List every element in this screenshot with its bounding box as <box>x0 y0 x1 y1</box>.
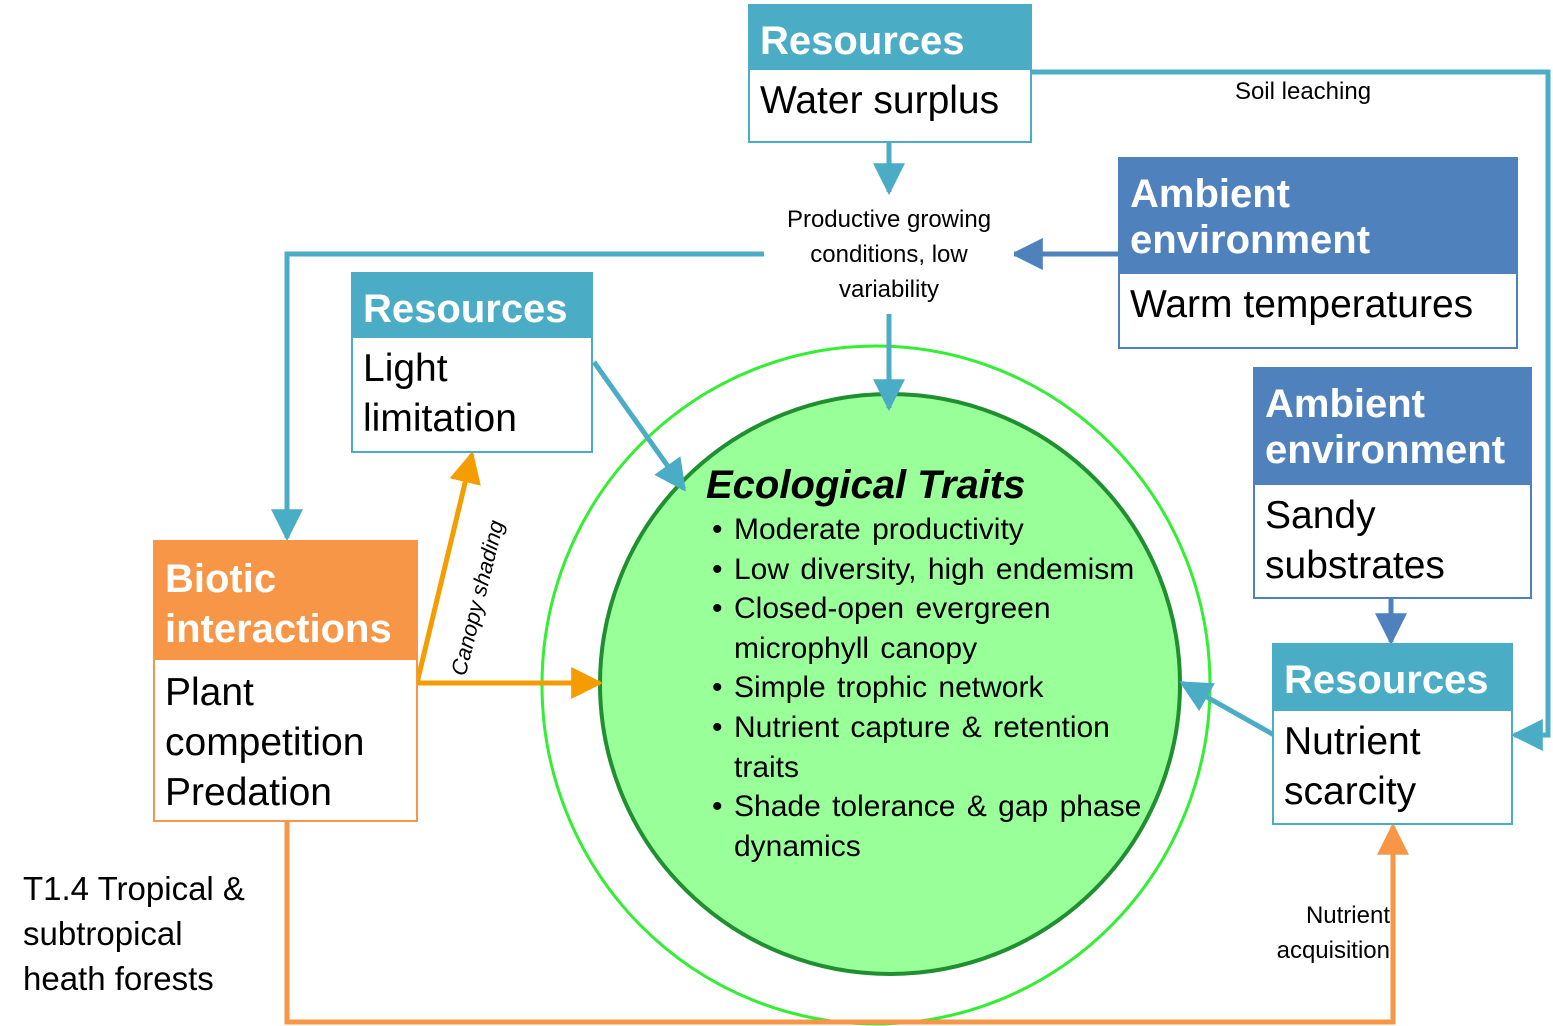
bullet-icon: • <box>712 552 723 586</box>
ecological-traits: Ecological Traits • Moderate productivity… <box>706 462 1146 866</box>
ambient-sandy-body-line1: Sandy <box>1265 494 1376 537</box>
biotic-body-line1: Plant <box>165 671 254 714</box>
bullet-icon: • <box>712 710 723 744</box>
resources-nutrient-body: Nutrient scarcity <box>1274 711 1511 823</box>
resources-light-body-line2: limitation <box>363 397 517 440</box>
resources-nutrient-header: Resources <box>1274 645 1511 711</box>
resources-water-header: Resources <box>750 6 1030 70</box>
productive-conditions-line1: Productive growing <box>786 206 992 233</box>
arrow-productive-to-biotic <box>271 251 768 542</box>
arrow-canopy-shading <box>414 450 481 684</box>
traits-list: • Moderate productivity • Low diversity, h… <box>706 510 1146 866</box>
trait-item: • Moderate productivity <box>706 510 1146 550</box>
resources-nutrient-body-line1: Nutrient <box>1284 720 1421 763</box>
bullet-icon: • <box>712 513 723 546</box>
bullet-icon: • <box>712 790 723 824</box>
arrow-nutrient-to-traits <box>1179 680 1276 738</box>
arrow-nutrient-acquisition <box>284 822 1409 1025</box>
resources-light-body: Light limitation <box>353 338 591 450</box>
biotic-body-line3: Predation <box>165 771 332 814</box>
resources-light-header: Resources <box>353 274 591 338</box>
ambient-warm-header-line1: Ambient <box>1130 172 1290 216</box>
trait-item: • Closed-open evergreen microphyll canopy <box>706 589 1146 668</box>
arrow-soil-leaching <box>1031 69 1551 751</box>
biotic-box: Biotic interactions Plant competition Pr… <box>153 540 418 822</box>
biotic-header-line2: interactions <box>165 607 392 651</box>
ambient-sandy-box: Ambient environment Sandy substrates <box>1253 367 1532 599</box>
ambient-sandy-header: Ambient environment <box>1255 369 1530 485</box>
nutrient-acquisition-label: Nutrient acquisition <box>1240 898 1390 968</box>
ambient-warm-header: Ambient environment <box>1120 159 1516 274</box>
productive-conditions-line2: conditions, low <box>810 241 968 268</box>
ambient-sandy-header-line1: Ambient <box>1265 382 1425 426</box>
biotic-header-line1: Biotic <box>165 557 277 601</box>
biotic-body: Plant competition Predation <box>155 660 416 824</box>
diagram-caption: T1.4 Tropical & subtropical heath forest… <box>23 866 245 1001</box>
traits-title: Ecological Traits <box>706 463 1026 507</box>
arrow-light-to-traits <box>591 360 687 492</box>
nutrient-acquisition-line1: Nutrient <box>1305 902 1390 929</box>
ambient-sandy-body: Sandy substrates <box>1255 485 1530 597</box>
soil-leaching-label: Soil leaching <box>1234 78 1372 105</box>
resources-nutrient-box: Resources Nutrient scarcity <box>1272 643 1513 825</box>
resources-nutrient-body-line2: scarcity <box>1284 770 1417 813</box>
trait-item: • Shade tolerance & gap phase dynamics <box>706 787 1146 866</box>
trait-item: • Simple trophic network <box>706 668 1146 708</box>
resources-water-body: Water surplus <box>760 79 1000 122</box>
trait-item: • Nutrient capture & retention traits <box>706 708 1146 787</box>
resources-light-box: Resources Light limitation <box>351 272 593 453</box>
productive-conditions-line3: variability <box>838 276 940 303</box>
biotic-body-line2: competition <box>165 721 365 764</box>
biotic-header: Biotic interactions <box>155 542 416 660</box>
productive-conditions-label: Productive growing conditions, low varia… <box>764 202 1014 307</box>
resources-light-body-line1: Light <box>363 347 448 390</box>
nutrient-acquisition-line2: acquisition <box>1276 937 1390 964</box>
ambient-warm-body: Warm temperatures <box>1130 283 1474 326</box>
bullet-icon: • <box>712 671 723 705</box>
caption-line2: subtropical <box>23 915 183 952</box>
bullet-icon: • <box>712 592 723 626</box>
caption-line3: heath forests <box>23 960 214 997</box>
caption-line1: T1.4 Tropical & <box>23 870 245 907</box>
trait-item: • Low diversity, high endemism <box>706 550 1146 590</box>
ambient-warm-box: Ambient environment Warm temperatures <box>1118 157 1518 349</box>
ambient-sandy-header-line2: environment <box>1265 428 1506 472</box>
ambient-sandy-body-line2: substrates <box>1265 544 1445 587</box>
resources-water-box: Resources Water surplus <box>748 4 1032 143</box>
ambient-warm-header-line2: environment <box>1130 218 1371 262</box>
